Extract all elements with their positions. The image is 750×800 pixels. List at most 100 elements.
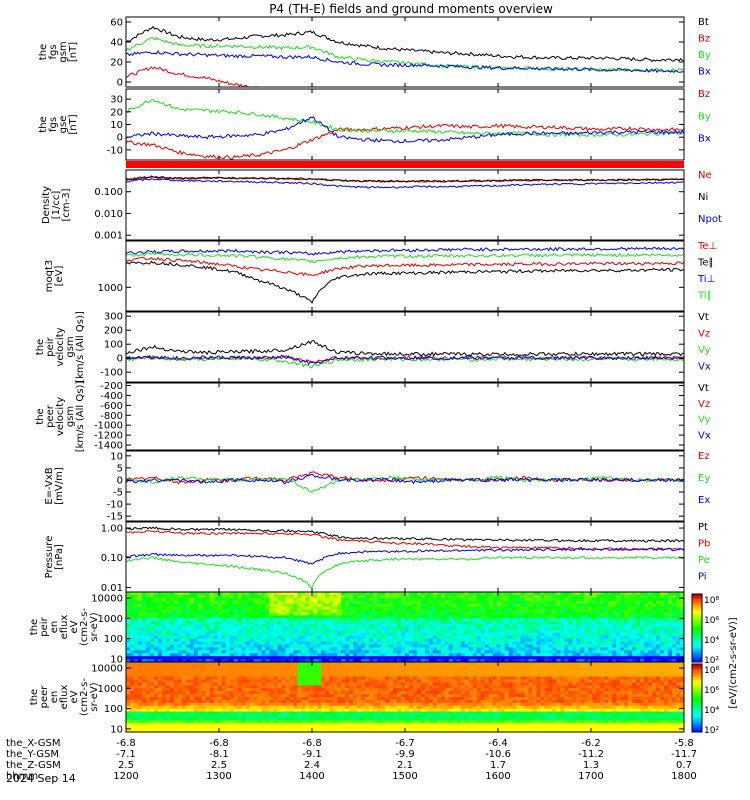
heatmap-cell bbox=[636, 629, 641, 634]
heatmap-cell bbox=[620, 621, 625, 625]
heatmap-cell bbox=[337, 650, 342, 654]
heatmap-cell bbox=[329, 670, 334, 675]
heatmap-cell bbox=[544, 641, 549, 645]
heatmap-cell bbox=[389, 647, 394, 651]
heatmap-cell bbox=[361, 659, 366, 663]
heatmap-cell bbox=[628, 644, 633, 648]
heatmap-cell bbox=[281, 647, 286, 651]
heatmap-cell bbox=[145, 667, 151, 672]
heatmap-cell bbox=[161, 694, 167, 698]
heatmap-cell bbox=[385, 647, 390, 651]
heatmap-cell bbox=[444, 612, 450, 616]
heatmap-cell bbox=[285, 656, 290, 660]
heatmap-cell bbox=[153, 699, 159, 704]
heatmap-cell bbox=[440, 635, 446, 640]
heatmap-cell bbox=[588, 609, 593, 613]
heatmap-cell bbox=[301, 673, 306, 677]
heatmap-cell bbox=[273, 729, 278, 733]
heatmap-cell bbox=[476, 624, 482, 628]
heatmap-cell bbox=[516, 653, 521, 657]
heatmap-cell bbox=[126, 691, 131, 695]
heatmap-cell bbox=[520, 629, 525, 634]
heatmap-cell bbox=[381, 600, 386, 605]
heatmap-cell bbox=[608, 597, 613, 602]
heatmap-cell bbox=[472, 656, 478, 660]
heatmap-cell bbox=[452, 618, 458, 622]
heatmap-cell bbox=[333, 673, 338, 677]
heatmap-cell bbox=[656, 597, 661, 602]
heatmap-cell bbox=[313, 720, 318, 724]
heatmap-cell bbox=[520, 659, 525, 663]
heatmap-cell bbox=[137, 676, 143, 680]
heatmap-cell bbox=[329, 629, 334, 634]
heatmap-cell bbox=[656, 592, 661, 596]
heatmap-cell bbox=[277, 688, 282, 692]
heatmap-cell bbox=[233, 632, 238, 637]
heatmap-cell bbox=[137, 650, 143, 654]
heatmap-cell bbox=[313, 594, 318, 599]
heatmap-cell bbox=[532, 647, 537, 651]
heatmap-cell bbox=[213, 682, 219, 686]
heatmap-cell bbox=[416, 647, 422, 651]
heatmap-cell bbox=[221, 717, 227, 721]
heatmap-cell bbox=[173, 726, 179, 730]
heatmap-cell bbox=[333, 606, 338, 610]
heatmap-cell bbox=[636, 609, 641, 613]
heatmap-cell bbox=[528, 627, 533, 631]
heatmap-cell bbox=[221, 621, 227, 625]
heatmap-cell bbox=[261, 711, 266, 715]
ylabel-line: Density bbox=[41, 186, 52, 224]
heatmap-cell bbox=[556, 621, 561, 625]
heatmap-cell bbox=[289, 624, 294, 628]
heatmap-cell bbox=[337, 679, 342, 683]
heatmap-cell bbox=[428, 618, 434, 622]
heatmap-cell bbox=[337, 673, 342, 677]
heatmap-cell bbox=[524, 600, 529, 605]
heatmap-cell bbox=[297, 676, 302, 680]
heatmap-cell bbox=[177, 723, 183, 727]
heatmap-cell bbox=[197, 656, 203, 660]
heatmap-cell bbox=[285, 653, 290, 657]
heatmap-cell bbox=[193, 664, 199, 669]
heatmap-cell bbox=[321, 635, 326, 640]
heatmap-cell bbox=[536, 592, 541, 596]
heatmap-cell bbox=[301, 714, 306, 718]
ylabel-peer-velocity: the peer velocity gsm [km/s (All Qs)] bbox=[35, 381, 86, 453]
heatmap-cell bbox=[261, 688, 266, 692]
heatmap-cell bbox=[225, 708, 231, 712]
heatmap-cell bbox=[317, 711, 322, 715]
heatmap-cell bbox=[444, 594, 450, 599]
heatmap-cell bbox=[476, 644, 482, 648]
heatmap-cell bbox=[640, 606, 645, 610]
heatmap-cell bbox=[293, 656, 298, 660]
heatmap-cell bbox=[241, 624, 246, 628]
heatmap-cell bbox=[444, 624, 450, 628]
heatmap-cell bbox=[313, 597, 318, 602]
heatmap-cell bbox=[145, 691, 151, 695]
heatmap-cell bbox=[329, 641, 334, 645]
heatmap-cell bbox=[213, 714, 219, 718]
heatmap-cell bbox=[516, 641, 521, 645]
heatmap-cell bbox=[129, 667, 135, 672]
heatmap-cell bbox=[397, 606, 402, 610]
heatmap-cell bbox=[289, 729, 294, 733]
heatmap-cell bbox=[528, 615, 533, 619]
heatmap-cell bbox=[126, 702, 131, 707]
heatmap-cell bbox=[161, 618, 167, 622]
heatmap-cell bbox=[165, 594, 171, 599]
heatmap-cell bbox=[636, 653, 641, 657]
heatmap-cell bbox=[253, 682, 258, 686]
heatmap-cell bbox=[532, 594, 537, 599]
heatmap-cell bbox=[424, 650, 430, 654]
heatmap-cell bbox=[345, 635, 350, 640]
heatmap-cell bbox=[616, 627, 621, 631]
heatmap-cell bbox=[197, 729, 203, 733]
heatmap-cell bbox=[317, 720, 322, 724]
heatmap-cell bbox=[596, 656, 601, 660]
heatmap-cell bbox=[492, 659, 498, 663]
heatmap-cell bbox=[137, 717, 143, 721]
heatmap-cell bbox=[277, 667, 282, 672]
heatmap-cell bbox=[500, 621, 506, 625]
legend-peer-velocity-2: Vy bbox=[698, 415, 711, 426]
heatmap-cell bbox=[141, 609, 147, 613]
